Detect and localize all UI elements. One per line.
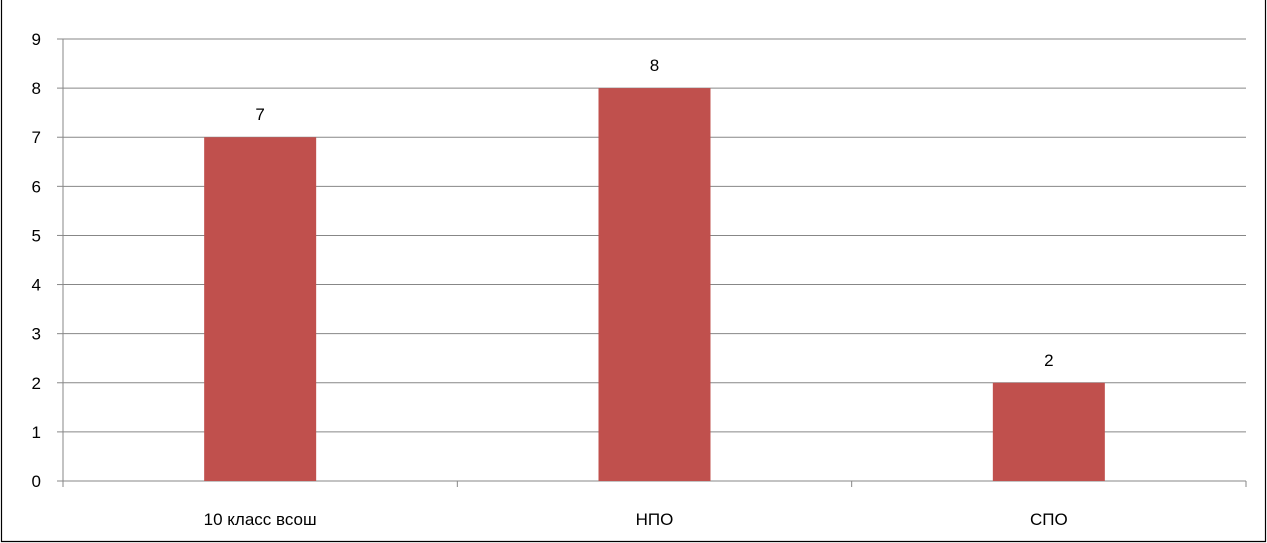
x-tick-label: СПО <box>1030 510 1068 529</box>
data-label: 2 <box>1044 351 1053 370</box>
bar <box>204 137 317 481</box>
data-label: 8 <box>650 56 659 75</box>
x-tick-label: НПО <box>636 510 674 529</box>
y-tick-label: 5 <box>32 226 41 245</box>
bar <box>598 88 711 481</box>
y-tick-label: 8 <box>32 79 41 98</box>
bar <box>992 382 1105 481</box>
y-tick-label: 3 <box>32 325 41 344</box>
y-tick-label: 4 <box>32 276 41 295</box>
data-label: 7 <box>255 105 264 124</box>
y-tick-label: 7 <box>32 128 41 147</box>
y-tick-label: 0 <box>32 472 41 491</box>
y-tick-label: 2 <box>32 374 41 393</box>
y-tick-label: 9 <box>32 30 41 49</box>
x-tick-label: 10 класс всош <box>204 510 317 529</box>
y-tick-label: 1 <box>32 423 41 442</box>
y-tick-label: 6 <box>32 177 41 196</box>
